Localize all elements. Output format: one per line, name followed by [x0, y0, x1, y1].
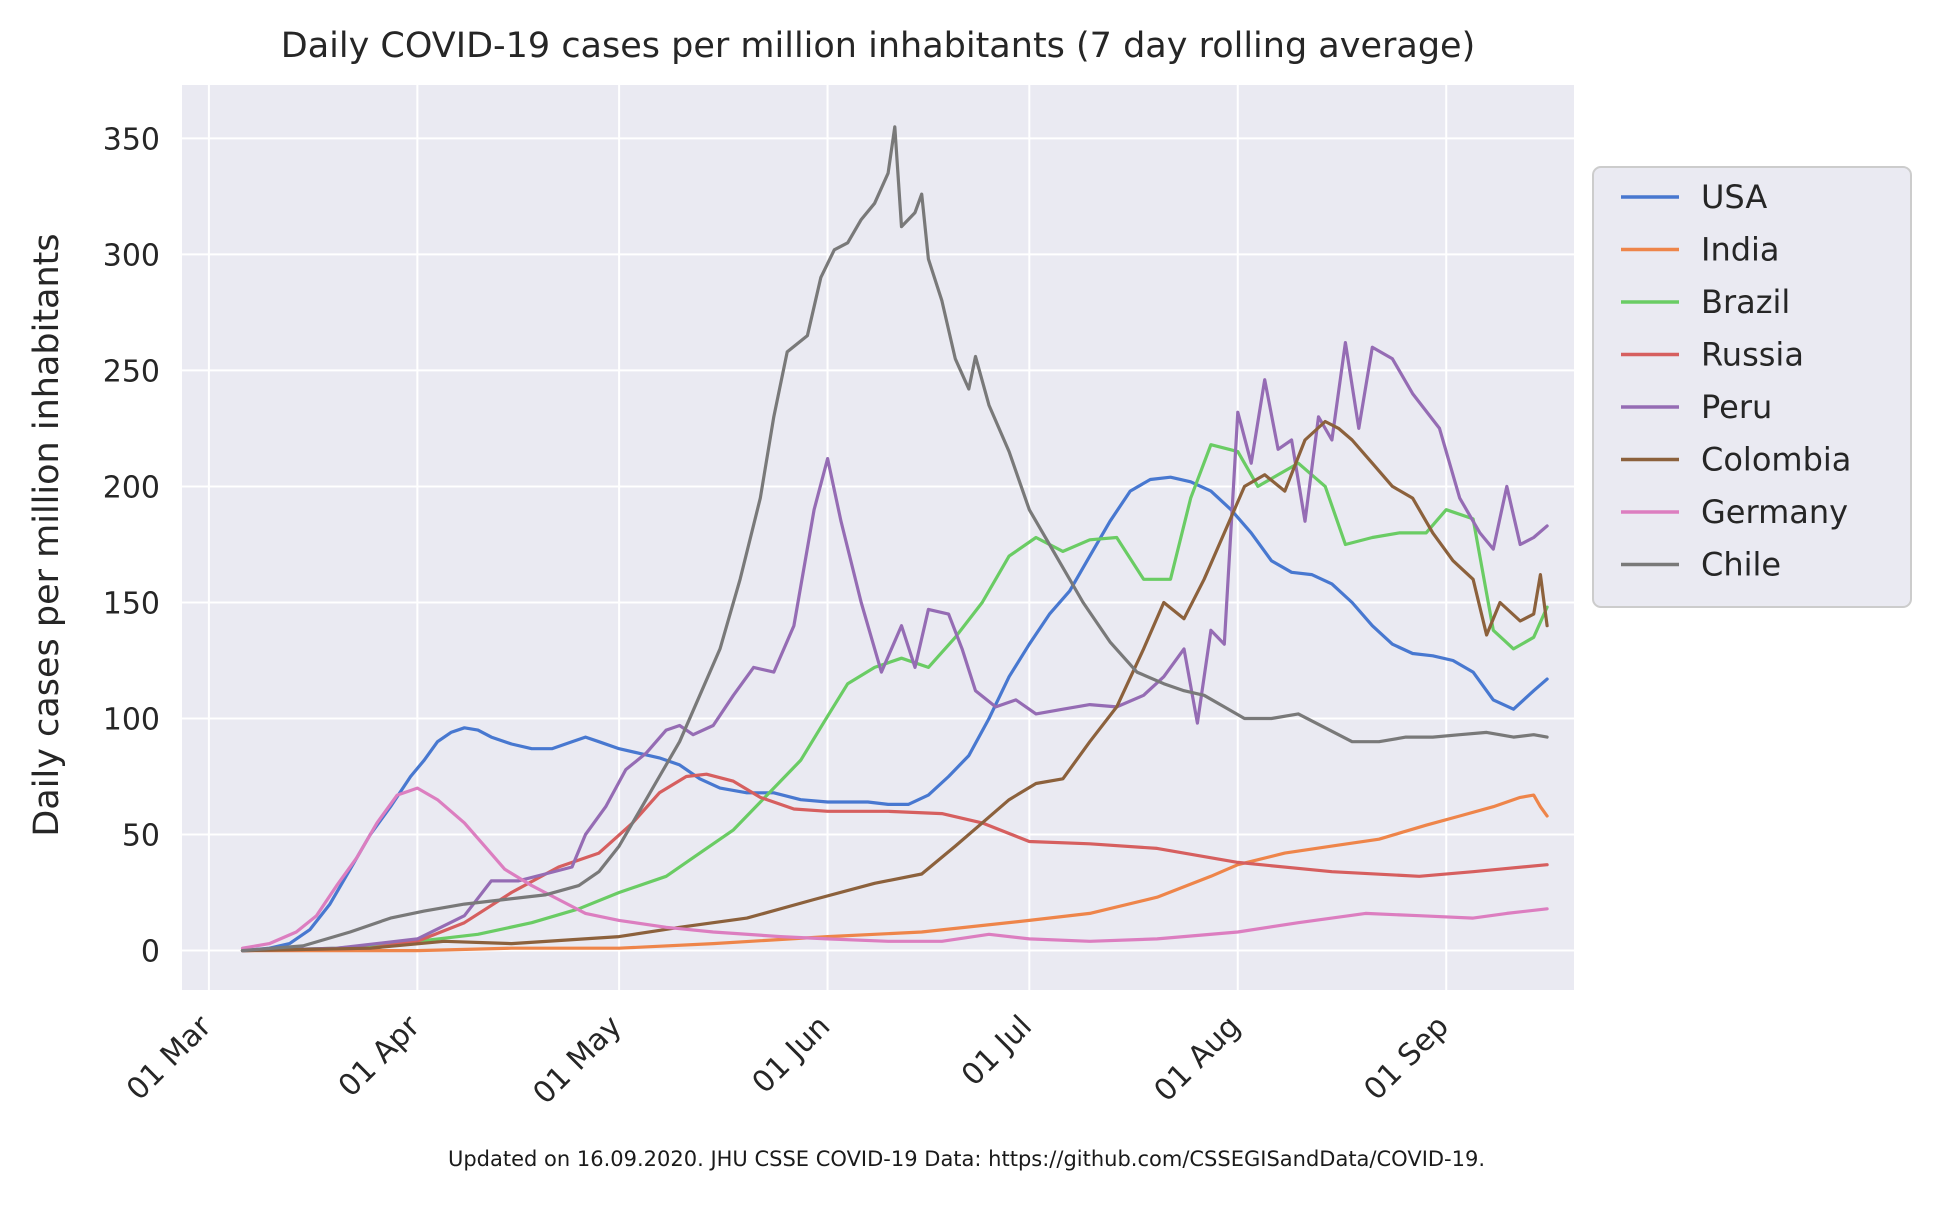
x-tick-label: 01 Jul	[955, 1009, 1039, 1093]
y-tick-label: 200	[103, 470, 160, 505]
x-tick-label: 01 Apr	[332, 1008, 428, 1104]
legend-label: Brazil	[1701, 283, 1790, 321]
x-tick-label: 01 Mar	[120, 1008, 219, 1107]
legend-label: Russia	[1701, 336, 1804, 374]
series-line-usa	[240, 475, 1549, 953]
x-tick-label: 01 Aug	[1148, 1009, 1248, 1109]
legend-label: India	[1701, 231, 1780, 269]
legend-label: USA	[1701, 178, 1767, 216]
y-axis-label: Daily cases per million inhabitants	[27, 233, 67, 836]
x-tick-label: 01 Jun	[746, 1009, 838, 1101]
x-tick-label: 01 Sep	[1357, 1009, 1455, 1107]
series-line-germany	[240, 786, 1549, 950]
plot-area	[182, 85, 1574, 990]
legend-box	[1592, 166, 1912, 608]
legend-label: Chile	[1701, 546, 1781, 584]
legend-label: Germany	[1701, 493, 1848, 531]
series-line-russia	[240, 772, 1549, 953]
y-tick-label: 50	[122, 819, 160, 854]
y-tick-labels: 0 50 100 150 200 250 300 350	[103, 122, 160, 969]
x-tick-labels: 01 Mar 01 Apr 01 May 01 Jun 01 Jul 01 Aug 01 S…	[120, 1008, 1456, 1111]
y-tick-label: 100	[103, 703, 160, 738]
series-line-peru	[240, 341, 1549, 953]
y-tick-label: 250	[103, 354, 160, 389]
series-line-brazil	[240, 443, 1549, 953]
y-tick-label: 350	[103, 122, 160, 157]
series-line-colombia	[240, 419, 1549, 953]
x-tick-label: 01 May	[526, 1009, 628, 1111]
series-line-chile	[240, 125, 1549, 953]
y-tick-label: 150	[103, 586, 160, 621]
chart-title: Daily COVID-19 cases per million inhabit…	[281, 26, 1476, 66]
legend-label: Colombia	[1701, 441, 1851, 479]
series-lines	[240, 125, 1549, 953]
gridlines	[182, 85, 1574, 990]
series-line-india	[240, 793, 1549, 953]
legend-label: Peru	[1701, 388, 1772, 426]
y-tick-label: 300	[103, 238, 160, 273]
footnote: Updated on 16.09.2020. JHU CSSE COVID-19…	[447, 1147, 1486, 1171]
y-tick-label: 0	[141, 935, 160, 970]
legend: USA India Brazil Russia Peru Colombia Germany C…	[1592, 166, 1912, 608]
